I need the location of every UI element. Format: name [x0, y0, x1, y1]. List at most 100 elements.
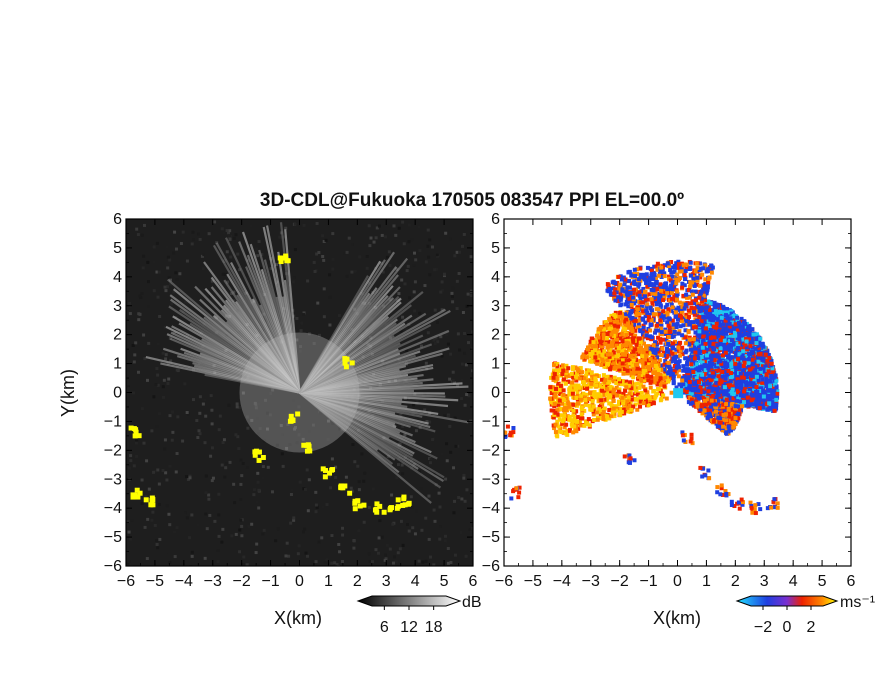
reflectivity-noise-pixel — [150, 518, 154, 522]
velocity-pixel-negative — [735, 373, 740, 378]
reflectivity-noise-pixel — [340, 559, 344, 563]
velocity-pixel-negative — [734, 350, 739, 355]
reflectivity-noise-pixel — [357, 529, 361, 533]
reflectivity-noise-pixel — [192, 238, 196, 242]
velocity-pixel-mixed — [670, 346, 675, 351]
velocity-pixel-negative — [721, 382, 726, 387]
reflectivity-noise-pixel — [329, 486, 333, 490]
reflectivity-noise-pixel — [256, 254, 260, 258]
velocity-pixel-mixed — [679, 310, 684, 315]
velocity-pixel-negative — [705, 381, 710, 386]
reflectivity-noise-pixel — [128, 312, 132, 316]
reflectivity-noise-pixel — [140, 407, 144, 411]
reflectivity-noise-pixel — [363, 471, 367, 475]
velocity-pixel-negative — [735, 327, 740, 332]
velocity-pixel-negative — [750, 327, 755, 332]
reflectivity-noise-pixel — [223, 475, 227, 479]
reflectivity-noise-pixel — [464, 363, 468, 367]
reflectivity-noise-pixel — [407, 223, 411, 227]
velocity-pixel-mixed — [652, 272, 657, 277]
velocity-pixel-mixed — [641, 325, 646, 330]
reflectivity-noise-pixel — [449, 450, 453, 454]
velocity-pixel-negative — [724, 387, 729, 392]
velocity-pixel-negative — [703, 326, 708, 331]
left-x-axis-label: X(km) — [274, 608, 322, 628]
reflectivity-noise-pixel — [265, 427, 269, 431]
velocity-pixel-negative — [774, 397, 779, 402]
velocity-pixel-mixed — [620, 288, 625, 293]
reflectivity-noise-pixel — [406, 522, 410, 526]
velocity-pixel-negative — [731, 392, 736, 397]
reflectivity-noise-pixel — [185, 411, 189, 415]
velocity-pixel-negative — [696, 349, 701, 354]
velocity-pixel-negative — [713, 317, 718, 322]
reflectivity-noise-pixel — [370, 560, 374, 564]
reflectivity-noise-pixel — [157, 503, 161, 507]
reflectivity-noise-pixel — [347, 236, 351, 240]
velocity-pixel-mixed — [658, 340, 663, 345]
velocity-pixel-negative — [720, 329, 725, 334]
velocity-pixel-negative — [733, 330, 738, 335]
velocity-pixel-mixed — [687, 295, 692, 300]
velocity-pixel-mixed — [653, 292, 658, 297]
velocity-pixel-negative — [735, 388, 740, 393]
velocity-pixel-negative — [741, 369, 746, 374]
velocity-pixel-negative — [722, 348, 727, 353]
velocity-pixel-mixed — [678, 348, 683, 353]
reflectivity-noise-pixel — [198, 395, 202, 399]
velocity-pixel-negative — [715, 354, 720, 359]
reflectivity-noise-pixel — [345, 274, 349, 278]
y-tick-label: 4 — [113, 269, 122, 286]
reflectivity-noise-pixel — [287, 554, 291, 558]
velocity-pixel-negative — [705, 386, 710, 391]
reflectivity-noise-pixel — [137, 312, 141, 316]
velocity-pixel-negative — [741, 400, 746, 405]
velocity-pixel-mixed — [675, 292, 680, 297]
reflectivity-noise-pixel — [357, 488, 361, 492]
y-tick-label: 6 — [113, 211, 122, 228]
velocity-pixel-mixed — [636, 321, 641, 326]
reflectivity-noise-pixel — [183, 511, 187, 515]
reflectivity-noise-pixel — [410, 506, 414, 510]
reflectivity-noise-pixel — [284, 554, 288, 558]
velocity-pixel-mixed — [684, 266, 689, 271]
velocity-pixel-negative — [704, 305, 709, 310]
velocity-pixel-mixed — [672, 354, 677, 359]
x-tick-label: 3 — [382, 573, 391, 590]
velocity-pixel-negative — [695, 362, 700, 367]
reflectivity-noise-pixel — [228, 460, 232, 464]
reflectivity-noise-pixel — [275, 280, 279, 284]
velocity-pixel-negative — [705, 313, 710, 318]
velocity-pixel-negative — [716, 317, 721, 322]
reflectivity-noise-pixel — [225, 229, 229, 233]
velocity-pixel-mixed — [646, 318, 651, 323]
velocity-pixel-negative — [771, 375, 776, 380]
velocity-pixel-mixed — [613, 281, 618, 286]
velocity-pixel-mixed — [651, 350, 656, 355]
reflectivity-noise-pixel — [188, 474, 192, 478]
reflectivity-noise-pixel — [207, 232, 211, 236]
velocity-pixel-mixed — [618, 297, 623, 302]
velocity-pixel-negative — [700, 345, 705, 350]
velocity-pixel-mixed — [688, 347, 693, 352]
velocity-pixel-negative — [740, 330, 745, 335]
reflectivity-noise-pixel — [227, 231, 231, 235]
velocity-pixel-negative — [742, 328, 747, 333]
reflectivity-noise-pixel — [395, 476, 399, 480]
reflectivity-noise-pixel — [190, 242, 194, 246]
reflectivity-noise-pixel — [412, 263, 416, 267]
velocity-pixel-mixed — [649, 287, 654, 292]
reflectivity-noise-pixel — [257, 240, 261, 244]
velocity-pixel-mixed — [675, 365, 680, 370]
reflectivity-noise-pixel — [294, 425, 298, 429]
velocity-pixel-negative — [700, 366, 705, 371]
velocity-pixel-mixed — [659, 265, 664, 270]
velocity-pixel-mixed — [643, 294, 648, 299]
velocity-pixel-mixed — [681, 323, 686, 328]
velocity-pixel-mixed — [663, 327, 668, 332]
reflectivity-noise-pixel — [302, 313, 306, 317]
velocity-pixel-negative — [690, 366, 695, 371]
reflectivity-noise-pixel — [163, 325, 167, 329]
velocity-pixel-mixed — [675, 317, 680, 322]
velocity-pixel-mixed — [651, 352, 656, 357]
